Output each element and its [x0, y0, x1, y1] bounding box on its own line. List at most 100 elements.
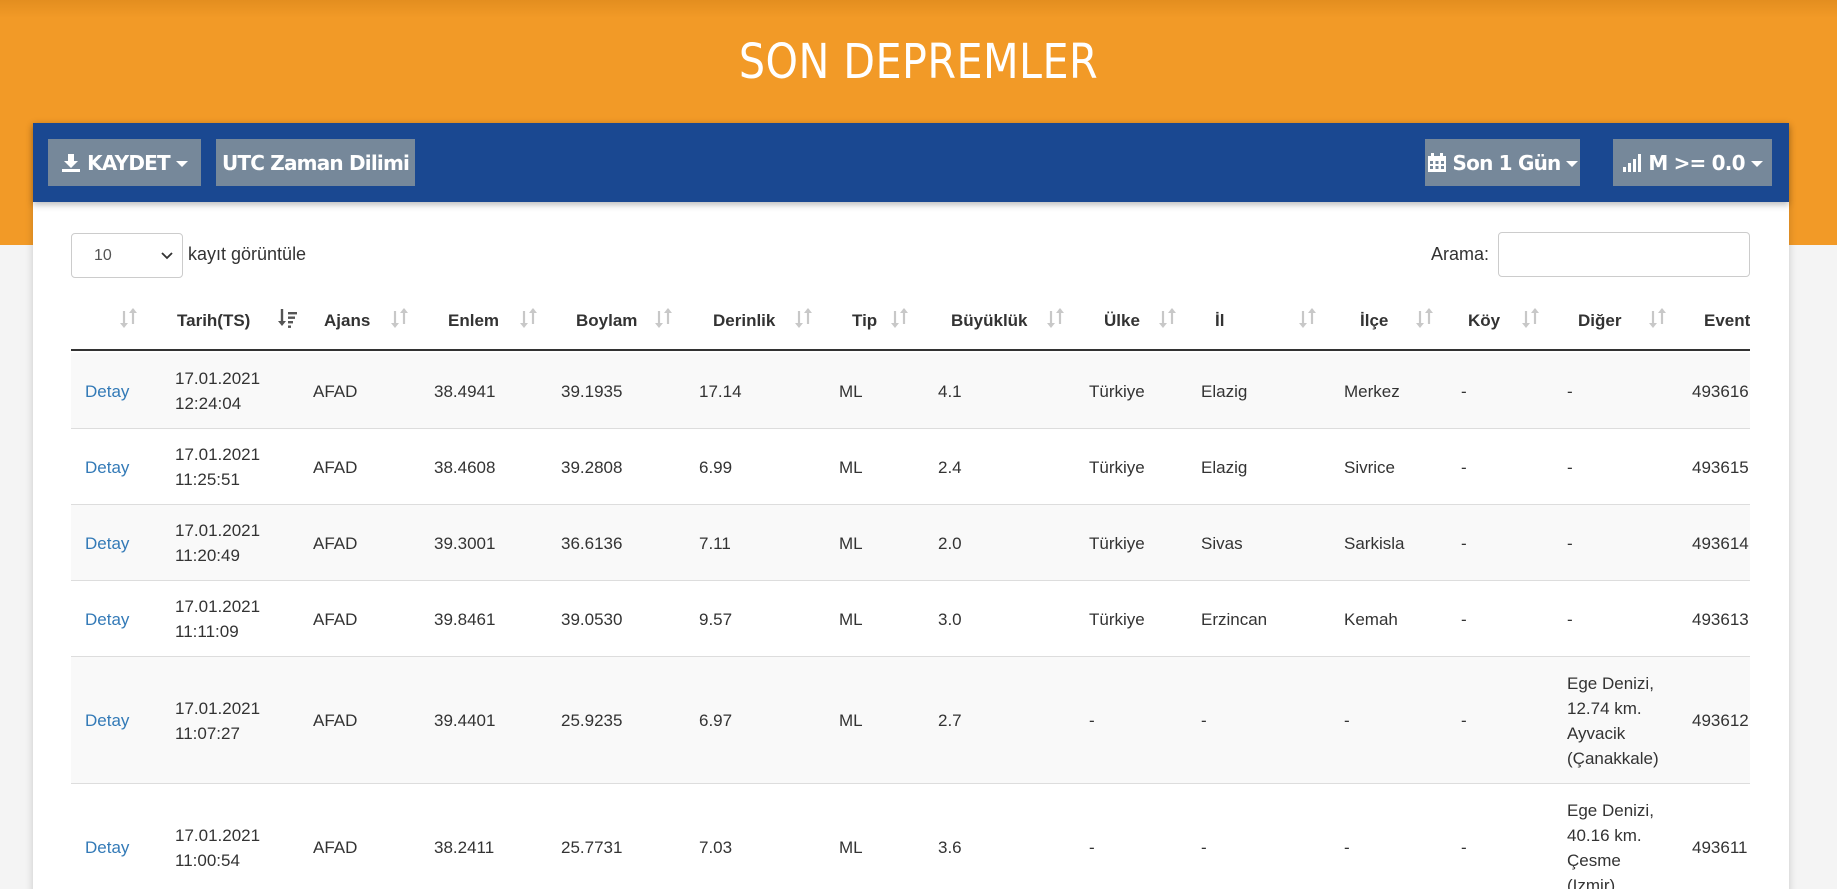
- longitude-cell: 25.9235: [561, 711, 623, 730]
- table-row: Detay 17.01.2021 11:11:09 AFAD 39.8461 39.053…: [71, 581, 1750, 657]
- sort-icon[interactable]: [1648, 307, 1668, 334]
- type-cell: ML: [839, 609, 863, 629]
- province-cell: Sivas: [1201, 533, 1243, 553]
- col-other-header[interactable]: Diğer: [1578, 311, 1622, 330]
- village-cell: -: [1461, 381, 1467, 401]
- latitude-cell: 39.4401: [434, 711, 496, 730]
- depth-cell: 17.14: [699, 381, 742, 401]
- province-cell: -: [1201, 711, 1207, 730]
- chevron-down-icon: [175, 160, 188, 167]
- time-text: 11:25:51: [175, 470, 240, 489]
- sort-icon[interactable]: [654, 307, 674, 334]
- col-depth-header[interactable]: Derinlik: [713, 311, 776, 330]
- magnitude-dropdown[interactable]: M >= 0.0: [1613, 139, 1772, 186]
- province-cell: -: [1201, 838, 1207, 857]
- search-input[interactable]: [1498, 232, 1750, 277]
- col-magnitude-header[interactable]: Büyüklük: [951, 311, 1028, 330]
- page-length-select[interactable]: 10: [71, 233, 183, 278]
- detail-link[interactable]: Detay: [85, 609, 130, 629]
- sort-icon[interactable]: [890, 307, 910, 334]
- other-cell: -: [1567, 531, 1573, 556]
- sort-icon[interactable]: [390, 307, 410, 334]
- sort-icon[interactable]: [119, 307, 139, 334]
- date-cell: 17.01.2021 12:24:04: [175, 366, 260, 416]
- col-latitude-header[interactable]: Enlem: [448, 311, 500, 330]
- detail-link[interactable]: Detay: [85, 457, 130, 477]
- latitude-cell: 39.8461: [434, 609, 496, 629]
- page-length-value: 10: [94, 246, 112, 264]
- sort-icon[interactable]: [1158, 307, 1178, 334]
- longitude-cell: 39.1935: [561, 381, 623, 401]
- date-text: 17.01.2021: [175, 369, 261, 388]
- agency-cell: AFAD: [313, 381, 358, 401]
- table-header: Tarih(TS) Ajans Enlem Boylam Derinlik Ti…: [71, 293, 1750, 351]
- col-agency-header[interactable]: Ajans: [324, 311, 371, 330]
- latitude-cell: 38.4608: [434, 457, 496, 477]
- magnitude-cell: 2.4: [938, 457, 962, 477]
- date-cell: 17.01.2021 11:07:27: [175, 696, 260, 746]
- date-text: 17.01.2021: [175, 597, 261, 616]
- depth-cell: 6.99: [699, 457, 733, 477]
- period-dropdown[interactable]: Son 1 Gün: [1425, 139, 1580, 186]
- other-cell: Ege Denizi, 40.16 km. Çesme (Izmir): [1567, 798, 1654, 889]
- col-village-header[interactable]: Köy: [1468, 311, 1501, 330]
- col-date-header[interactable]: Tarih(TS): [177, 311, 251, 330]
- event-id-cell: 493615: [1692, 457, 1749, 477]
- sort-icon[interactable]: [794, 307, 814, 334]
- event-id-cell: 493614: [1692, 533, 1749, 553]
- col-province-header[interactable]: İl: [1215, 311, 1225, 330]
- col-event-id-header[interactable]: EventID: [1704, 311, 1750, 330]
- depth-cell: 7.11: [699, 533, 731, 553]
- timezone-button[interactable]: UTC Zaman Dilimi: [216, 139, 415, 186]
- period-label: Son 1 Gün: [1452, 150, 1562, 175]
- other-line: Çesme: [1567, 850, 1621, 870]
- table-row: Detay 17.01.2021 12:24:04 AFAD 38.4941 39.193…: [71, 353, 1750, 429]
- country-cell: Türkiye: [1089, 381, 1145, 401]
- other-cell: Ege Denizi, 12.74 km. Ayvacik (Çanakkale): [1567, 671, 1659, 771]
- sort-icon[interactable]: [1298, 307, 1318, 334]
- detail-link[interactable]: Detay: [85, 838, 130, 857]
- col-country-header[interactable]: Ülke: [1104, 311, 1140, 330]
- date-cell: 17.01.2021 11:25:51: [175, 442, 260, 492]
- longitude-cell: 36.6136: [561, 533, 623, 553]
- table-row: Detay 17.01.2021 11:20:49 AFAD 39.3001 36.613…: [71, 505, 1750, 581]
- event-id-cell: 493612: [1692, 711, 1749, 730]
- col-type-header[interactable]: Tip: [852, 311, 878, 330]
- event-id-cell: 493611: [1692, 838, 1748, 857]
- magnitude-label: M >= 0.0: [1648, 150, 1745, 175]
- col-longitude-header[interactable]: Boylam: [576, 311, 638, 330]
- other-line: 40.16 km.: [1567, 825, 1642, 845]
- save-button[interactable]: KAYDET: [48, 139, 201, 186]
- other-line: Ege Denizi,: [1567, 673, 1654, 693]
- sort-desc-icon[interactable]: [278, 307, 298, 334]
- date-text: 17.01.2021: [175, 521, 261, 540]
- country-cell: Türkiye: [1089, 609, 1145, 629]
- type-cell: ML: [839, 457, 863, 477]
- village-cell: -: [1461, 533, 1467, 553]
- village-cell: -: [1461, 838, 1467, 857]
- sort-icon[interactable]: [1046, 307, 1066, 334]
- sort-icon[interactable]: [1415, 307, 1435, 334]
- page-title: SON DEPREMLER: [738, 34, 1099, 90]
- page-length-label: kayıt görüntüle: [188, 244, 307, 264]
- col-district-header[interactable]: İlçe: [1360, 311, 1389, 330]
- main-panel: KAYDET UTC Zaman Dilimi Son 1 Gün M >= 0…: [33, 123, 1789, 889]
- sort-icon[interactable]: [1521, 307, 1541, 334]
- province-cell: Elazig: [1201, 381, 1248, 401]
- date-cell: 17.01.2021 11:11:09: [175, 594, 260, 644]
- date-text: 17.01.2021: [175, 698, 261, 718]
- detail-link[interactable]: Detay: [85, 711, 130, 730]
- detail-link[interactable]: Detay: [85, 533, 130, 553]
- province-cell: Elazig: [1201, 457, 1248, 477]
- detail-link[interactable]: Detay: [85, 381, 130, 401]
- sort-icon[interactable]: [519, 307, 539, 334]
- other-line: (Izmir): [1567, 875, 1616, 889]
- district-cell: Sivrice: [1344, 457, 1396, 477]
- depth-cell: 6.97: [699, 711, 733, 730]
- other-line: -: [1567, 457, 1573, 477]
- chevron-down-icon: [1566, 160, 1579, 167]
- latitude-cell: 39.3001: [434, 533, 496, 553]
- magnitude-cell: 2.7: [938, 711, 962, 730]
- date-cell: 17.01.2021 11:20:49: [175, 518, 260, 568]
- bar-chart-icon: [1623, 153, 1642, 172]
